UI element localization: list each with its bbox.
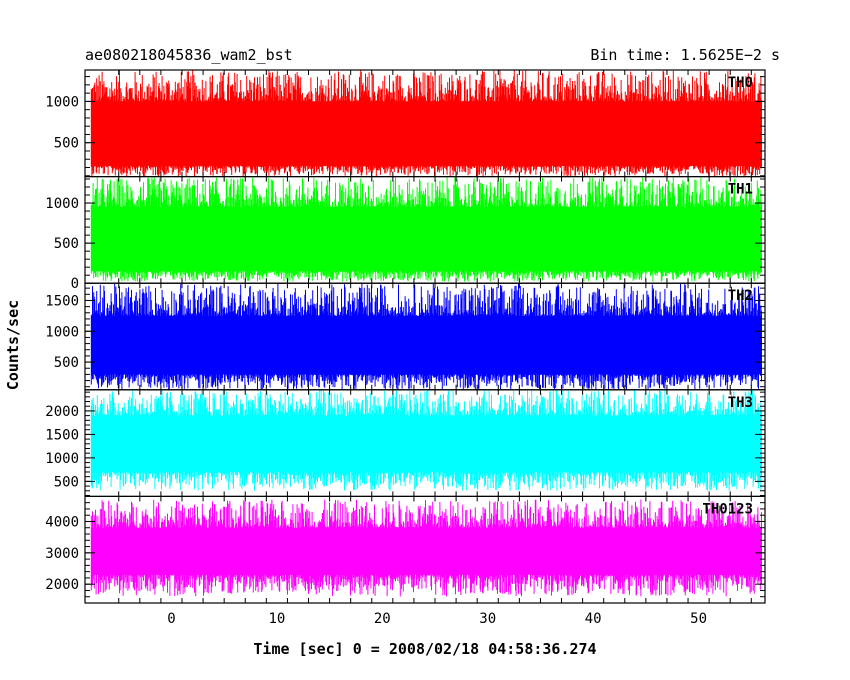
x-tick-label: 30: [479, 611, 496, 627]
y-tick-label: 1000: [45, 196, 79, 212]
panel-th3: 500 1000 1500 2000 TH3: [45, 389, 766, 497]
x-tick-label: 50: [690, 611, 707, 627]
y-tick-label: 1000: [45, 324, 79, 340]
panel-label-th0123: TH0123: [702, 501, 753, 517]
y-tick-label: 500: [54, 136, 79, 152]
y-tick-label: 1500: [45, 293, 79, 309]
y-tick-label: 3000: [45, 546, 79, 562]
panel-th1: 0 500 1000 TH1: [45, 176, 766, 292]
y-tick-label: 1500: [45, 427, 79, 443]
x-axis-label: Time [sec] 0 = 2008/02/18 04:58:36.274: [253, 640, 596, 658]
panels-group: 500 1000 TH0 0 500 1000 TH1 500 1000 1500 TH2 500 10…: [45, 69, 766, 604]
x-tick-label: 20: [374, 611, 391, 627]
y-axis-label: Counts/sec: [4, 300, 22, 390]
series-trace-th2: [90, 283, 762, 390]
series-trace-th1: [90, 176, 762, 282]
panel-frame: [84, 495, 766, 604]
series-trace-th0: [90, 70, 762, 177]
y-tick-label: 1000: [45, 451, 79, 467]
y-tick-label: 2000: [45, 577, 79, 593]
y-tick-label: 500: [54, 355, 79, 371]
y-tick-label: 500: [54, 474, 79, 490]
series-trace-th0123: [90, 499, 762, 597]
chart-title-left: ae080218045836_wam2_bst: [85, 46, 293, 64]
y-tick-label: 1000: [45, 94, 79, 110]
x-tick-label: 40: [585, 611, 602, 627]
x-axis-ticks: 0 10 20 30 40 50: [167, 611, 707, 627]
panel-label-th2: TH2: [728, 288, 753, 304]
panel-label-th3: TH3: [728, 395, 753, 411]
chart-title-right: Bin time: 1.5625E−2 s: [590, 46, 780, 64]
x-tick-label: 0: [167, 611, 175, 627]
x-tick-label: 10: [268, 611, 285, 627]
panel-label-th1: TH1: [728, 182, 753, 198]
y-tick-label: 500: [54, 236, 79, 252]
series-trace-th3: [90, 389, 762, 491]
panel-label-th0: TH0: [728, 75, 753, 91]
panel-th2: 500 1000 1500 TH2: [45, 282, 766, 391]
y-tick-label: 4000: [45, 514, 79, 530]
y-tick-label: 0: [71, 276, 79, 292]
panel-th0: 500 1000 TH0: [45, 69, 766, 178]
y-tick-label: 2000: [45, 404, 79, 420]
panel-th0123: 2000 3000 4000 TH0123: [45, 495, 766, 604]
